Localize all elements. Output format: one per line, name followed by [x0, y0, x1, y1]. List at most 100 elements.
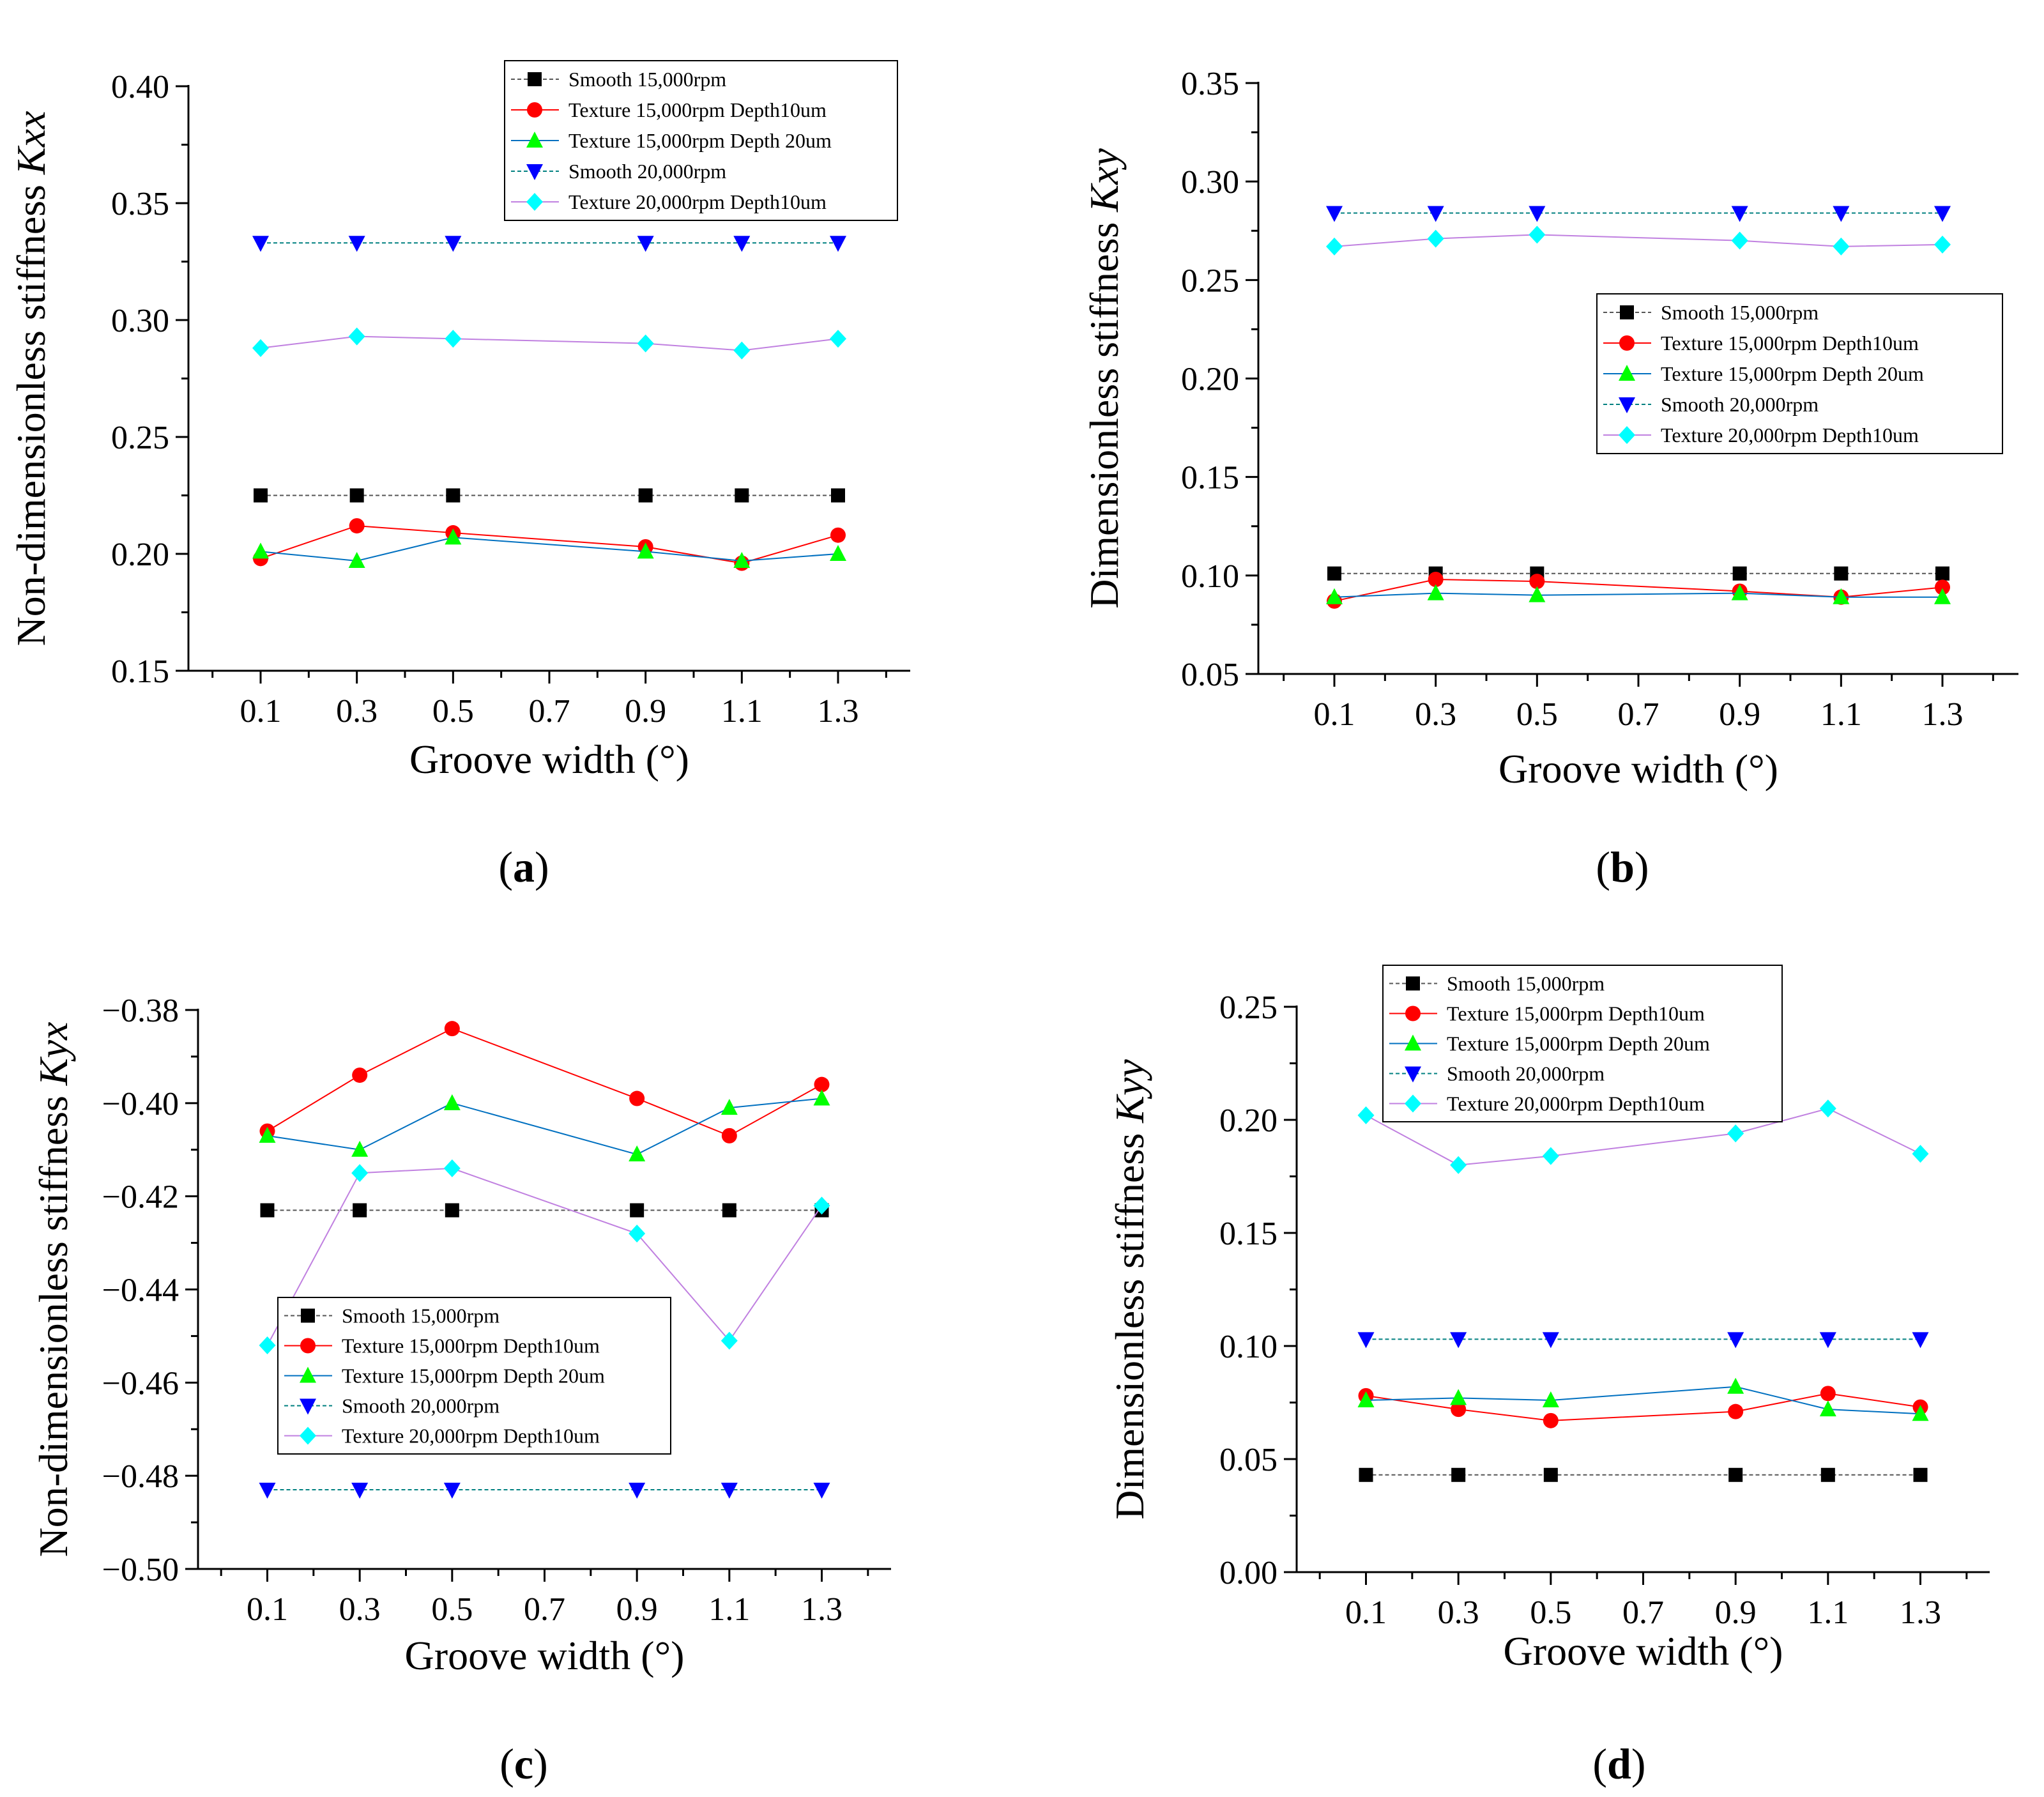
legend-marker [527, 102, 542, 118]
x-tick-label: 0.9 [616, 1591, 658, 1628]
data-point [1427, 206, 1444, 222]
data-point [1912, 1332, 1929, 1349]
legend-label: Texture 15,000rpm Depth10um [342, 1334, 600, 1357]
data-point [443, 1094, 461, 1110]
panel-label-letter: c [514, 1740, 533, 1788]
legend-marker [1620, 305, 1634, 319]
y-axis-title-variable: Kxx [8, 111, 54, 176]
legend-label: Smooth 20,000rpm [342, 1395, 500, 1418]
series-line [266, 1028, 822, 1136]
data-point [733, 551, 751, 568]
data-point [1728, 1403, 1744, 1419]
data-point [813, 1089, 830, 1106]
series-line [266, 1167, 823, 1346]
x-tick-label: 0.7 [1618, 696, 1659, 733]
data-point [1529, 574, 1545, 590]
chart-panel-d: 0.00 0.05 0.10 0.15 0.20 0.25 0.1 0.3 0.5 0.7 0.9 1… [1022, 898, 2044, 1796]
x-tick-label: 0.7 [529, 693, 570, 730]
y-tick-label: 0.25 [1181, 263, 1239, 299]
chart-d-svg: 0.00 0.05 0.10 0.15 0.20 0.25 0.1 0.3 0.5 0.7 0.9 1… [1107, 965, 1990, 1788]
data-point [1935, 566, 1949, 581]
legend-marker [300, 1426, 316, 1445]
panel-label: (d) [1592, 1740, 1645, 1788]
y-tick-label: 0.20 [1219, 1103, 1278, 1139]
data-point [735, 488, 749, 503]
x-tick-label: 0.3 [339, 1591, 381, 1628]
data-point [254, 488, 268, 503]
series-5 [252, 327, 846, 360]
y-tick-label: 0.30 [111, 303, 169, 339]
data-point [1357, 1332, 1375, 1349]
legend-label: Texture 20,000rpm Depth10um [1661, 424, 1919, 447]
legend-label: Texture 15,000rpm Depth 20um [342, 1365, 605, 1388]
legend-label: Smooth 15,000rpm [1447, 972, 1605, 995]
data-point [629, 1483, 646, 1499]
legend: Smooth 15,000rpm Texture 15,000rpm Depth1… [277, 1297, 671, 1455]
x-tick-label: 1.1 [1807, 1594, 1849, 1631]
legend-label: Texture 20,000rpm Depth10um [342, 1425, 600, 1448]
legend-label: Texture 15,000rpm Depth10um [1447, 1002, 1705, 1025]
x-tick-label: 0.9 [1715, 1594, 1757, 1631]
data-point [637, 542, 654, 559]
y-tick-label: 0.15 [1219, 1216, 1278, 1252]
data-point [351, 1164, 369, 1182]
data-point [1727, 1377, 1744, 1394]
data-point [1912, 1145, 1929, 1163]
data-point [1819, 1400, 1836, 1417]
data-point [1833, 237, 1850, 256]
x-axis-title: Groove width (°) [1504, 1628, 1783, 1674]
series-line [1366, 1108, 1921, 1166]
data-point [444, 1021, 460, 1037]
y-tick-label: −0.38 [102, 993, 179, 1029]
series-2 [1327, 572, 1950, 609]
data-point [1912, 1405, 1929, 1421]
legend-marker [300, 1366, 316, 1383]
legend-box [504, 60, 898, 221]
y-tick-label: 0.30 [1181, 164, 1239, 201]
legend-marker [1619, 426, 1635, 444]
data-point [349, 488, 364, 503]
panel-label-open-paren: ( [1592, 1740, 1607, 1788]
legend-label: Smooth 20,000rpm [1661, 393, 1819, 416]
data-point [1451, 1402, 1467, 1418]
legend-label: Smooth 15,000rpm [1661, 301, 1819, 324]
series-4 [1357, 1332, 1929, 1349]
data-point [1727, 1124, 1744, 1143]
panel-label: (b) [1596, 843, 1649, 891]
x-tick-label: 1.1 [721, 693, 763, 730]
series-2 [1358, 1386, 1928, 1428]
chart-panel-a: 0.15 0.20 0.25 0.30 0.35 0.40 0.1 0.3 0.5 0.7 0.9 1… [0, 0, 1022, 898]
legend-label: Texture 20,000rpm Depth10um [1447, 1092, 1705, 1115]
panel-label-close-paren: ) [1635, 843, 1649, 891]
legend-label: Smooth 20,000rpm [568, 160, 726, 183]
panel-label: (c) [500, 1740, 548, 1788]
data-point [445, 528, 462, 545]
data-point [348, 327, 365, 346]
data-point [831, 488, 845, 503]
legend-label: Smooth 15,000rpm [568, 68, 726, 91]
data-point [446, 488, 461, 503]
x-axis-title: Groove width (°) [1499, 746, 1778, 791]
y-tick-label: −0.42 [102, 1179, 179, 1216]
data-point [443, 1159, 461, 1177]
data-point [1820, 1386, 1836, 1402]
data-point [1934, 235, 1951, 254]
series-2 [259, 1021, 830, 1143]
data-point [1357, 1391, 1375, 1407]
x-tick-label: 1.1 [708, 1591, 750, 1628]
data-point [1728, 1467, 1743, 1482]
panel-label-close-paren: ) [1631, 1740, 1646, 1788]
x-tick-label: 1.3 [1900, 1594, 1941, 1631]
legend-marker [526, 132, 543, 148]
data-point [1833, 588, 1850, 604]
series-5 [259, 1159, 830, 1354]
y-tick-label: 0.05 [1219, 1442, 1278, 1478]
x-tick-label: 1.3 [801, 1591, 843, 1628]
y-tick-label: 0.25 [1219, 990, 1278, 1026]
y-axis-title-prefix: Non-dimensionless stiffness [31, 1085, 76, 1557]
legend-label: Texture 15,000rpm Depth 20um [568, 129, 832, 152]
legend-marker [301, 1308, 315, 1323]
data-point [637, 334, 654, 353]
chart-b-svg: 0.05 0.10 0.15 0.20 0.25 0.30 0.35 0.1 0.3 0.5 0.7… [1081, 66, 2018, 891]
legend-label: Texture 15,000rpm Depth10um [568, 98, 827, 121]
